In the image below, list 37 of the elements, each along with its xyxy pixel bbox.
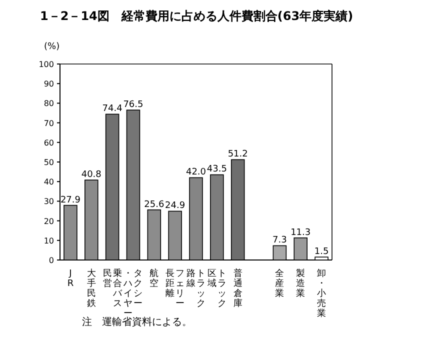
y-tick-label: 100 — [38, 60, 54, 69]
y-tick-label: 30 — [44, 197, 54, 206]
data-label: 1.5 — [314, 247, 329, 258]
y-tick-label: 80 — [44, 99, 54, 108]
y-axis-title: (%) — [44, 42, 60, 52]
text: 注 運輸省資料による。 — [82, 316, 192, 328]
category-label: 卸・小売業 — [317, 269, 326, 319]
y-tick-label: 50 — [44, 158, 54, 167]
category-label: 航空 — [150, 269, 159, 289]
data-label: 43.5 — [206, 164, 227, 175]
category-label: トラック区域 — [207, 269, 226, 309]
y-tick-label: 90 — [44, 80, 54, 89]
y-tick-label: 60 — [44, 138, 54, 148]
y-tick-label: 10 — [44, 236, 54, 246]
y-tick-label: 70 — [44, 118, 54, 128]
data-label: 74.4 — [102, 104, 123, 114]
category-label: 普通倉庫 — [233, 269, 242, 309]
y-tick-label: 40 — [44, 178, 54, 187]
category-label: 乗合バス民営 — [102, 269, 122, 309]
category-label: 製造業 — [296, 269, 306, 299]
data-label: 27.9 — [60, 195, 81, 206]
category-label: 大手民鉄 — [86, 269, 96, 309]
data-label: 40.8 — [81, 170, 102, 180]
data-label: 11.3 — [290, 228, 311, 238]
data-label: 7.3 — [272, 236, 287, 246]
data-label: 42.0 — [186, 168, 206, 178]
y-tick-label: 0 — [48, 256, 54, 265]
category-label: JR — [67, 269, 74, 289]
category-label: トラック路線 — [186, 269, 206, 309]
category-label: フェリー長距離 — [166, 269, 185, 309]
data-label: 24.9 — [165, 201, 186, 212]
chart-title: 1－2－14図 経常費用に占める人件費割合(63年度実績) — [40, 9, 354, 23]
data-label: 25.6 — [144, 200, 164, 210]
data-label: 51.2 — [228, 150, 248, 160]
category-label: 全産業 — [275, 269, 284, 299]
y-tick-label: 20 — [44, 216, 54, 226]
data-label: 76.5 — [123, 100, 144, 110]
